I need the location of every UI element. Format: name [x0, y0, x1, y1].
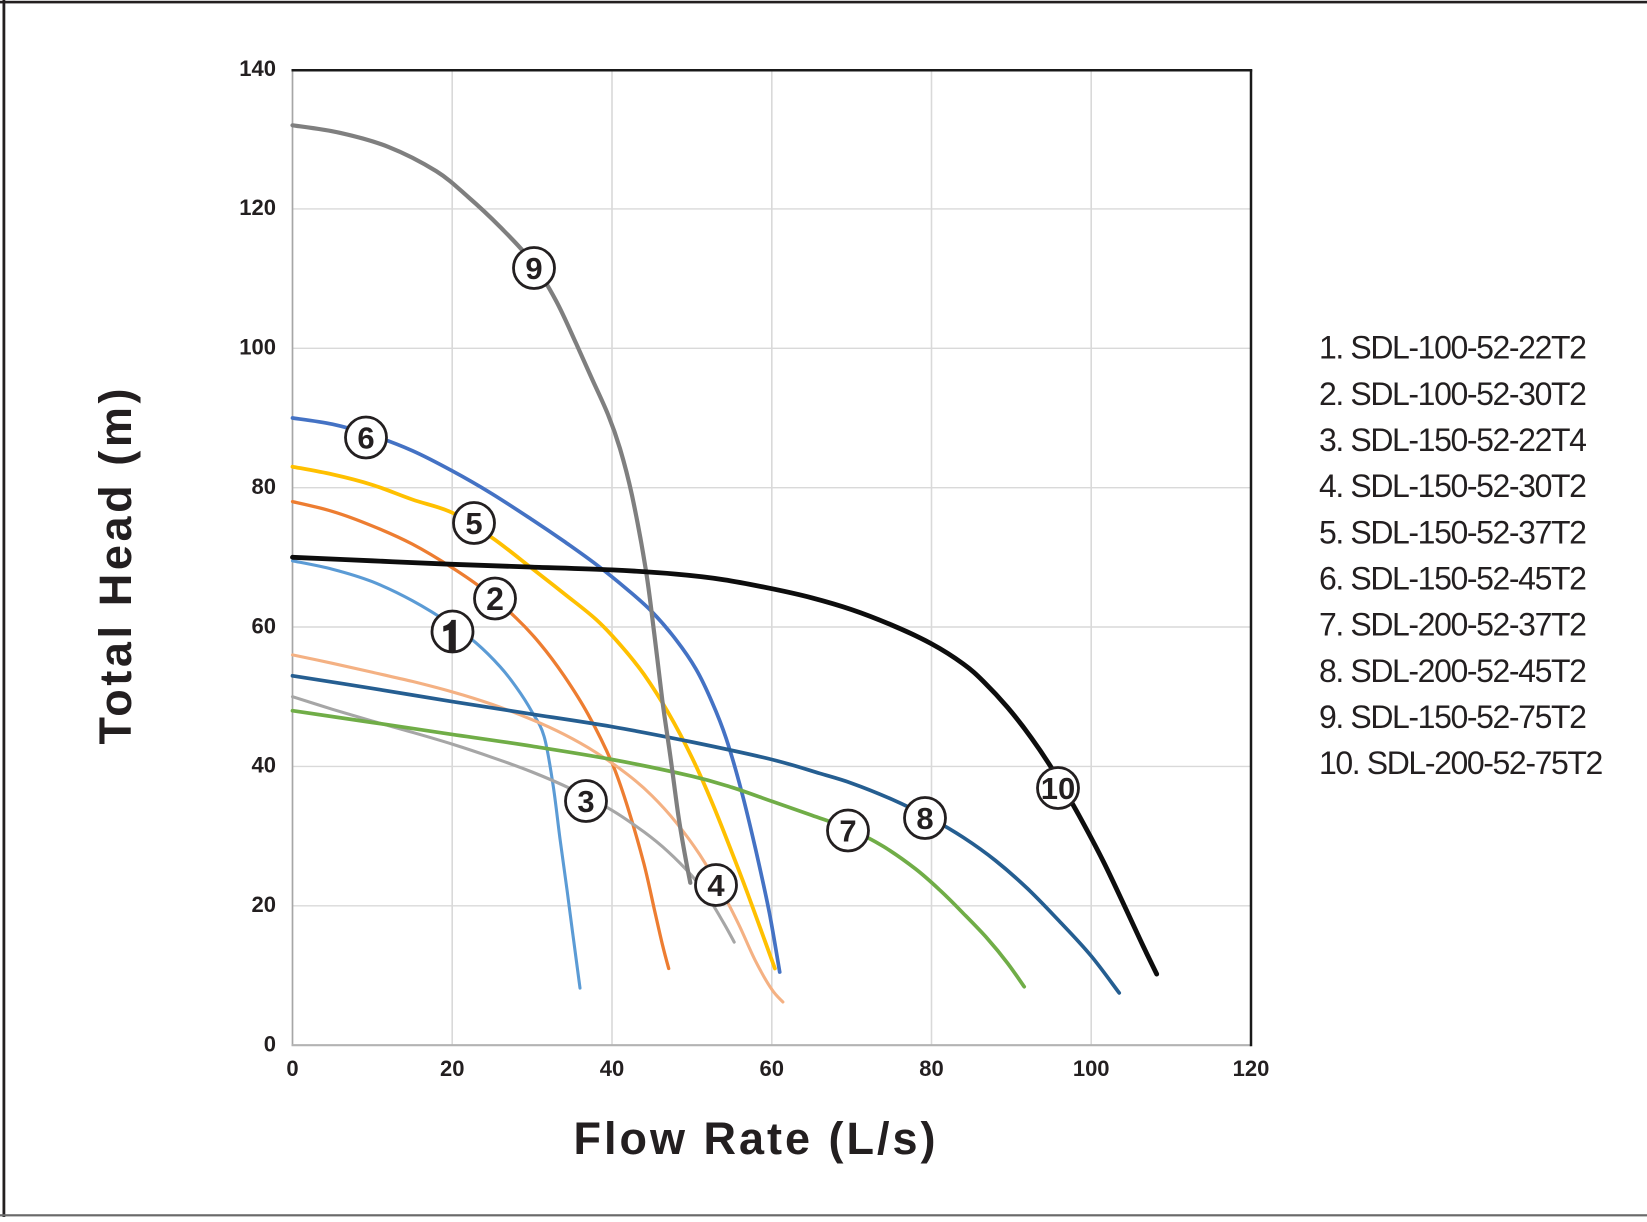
svg-text:10: 10: [1041, 771, 1075, 806]
svg-text:Flow Rate (L/s): Flow Rate (L/s): [573, 1113, 938, 1164]
svg-text:10. SDL-200-52-75T2: 10. SDL-200-52-75T2: [1319, 745, 1603, 781]
svg-text:80: 80: [919, 1056, 943, 1081]
svg-text:5. SDL-150-52-37T2: 5. SDL-150-52-37T2: [1319, 514, 1586, 550]
svg-text:9: 9: [525, 251, 542, 286]
svg-text:Total Head (m): Total Head (m): [90, 385, 141, 745]
svg-text:80: 80: [252, 474, 276, 499]
svg-text:100: 100: [1073, 1056, 1110, 1081]
svg-text:60: 60: [760, 1056, 784, 1081]
svg-text:2: 2: [486, 581, 504, 617]
svg-text:60: 60: [252, 613, 276, 638]
svg-text:5: 5: [465, 506, 482, 541]
svg-text:120: 120: [1233, 1056, 1270, 1081]
svg-text:9. SDL-150-52-75T2: 9. SDL-150-52-75T2: [1319, 699, 1586, 735]
svg-text:8: 8: [916, 801, 933, 836]
svg-text:8. SDL-200-52-45T2: 8. SDL-200-52-45T2: [1319, 653, 1586, 689]
svg-text:1. SDL-100-52-22T2: 1. SDL-100-52-22T2: [1319, 330, 1586, 366]
svg-text:6. SDL-150-52-45T2: 6. SDL-150-52-45T2: [1319, 561, 1586, 597]
svg-text:4: 4: [707, 868, 725, 903]
svg-text:2. SDL-100-52-30T2: 2. SDL-100-52-30T2: [1319, 376, 1586, 412]
svg-text:40: 40: [600, 1056, 624, 1081]
svg-text:0: 0: [286, 1056, 298, 1081]
svg-text:100: 100: [239, 335, 276, 360]
svg-text:7. SDL-200-52-37T2: 7. SDL-200-52-37T2: [1319, 607, 1586, 643]
svg-text:4. SDL-150-52-30T2: 4. SDL-150-52-30T2: [1319, 468, 1586, 504]
svg-text:3: 3: [577, 784, 594, 819]
svg-text:120: 120: [239, 195, 276, 220]
svg-text:0: 0: [264, 1032, 276, 1057]
svg-text:140: 140: [239, 56, 276, 81]
svg-text:6: 6: [357, 421, 374, 456]
svg-text:20: 20: [440, 1056, 464, 1081]
svg-text:3. SDL-150-52-22T4: 3. SDL-150-52-22T4: [1319, 422, 1586, 458]
svg-text:7: 7: [839, 814, 856, 849]
svg-text:20: 20: [252, 892, 276, 917]
svg-text:40: 40: [252, 753, 276, 778]
